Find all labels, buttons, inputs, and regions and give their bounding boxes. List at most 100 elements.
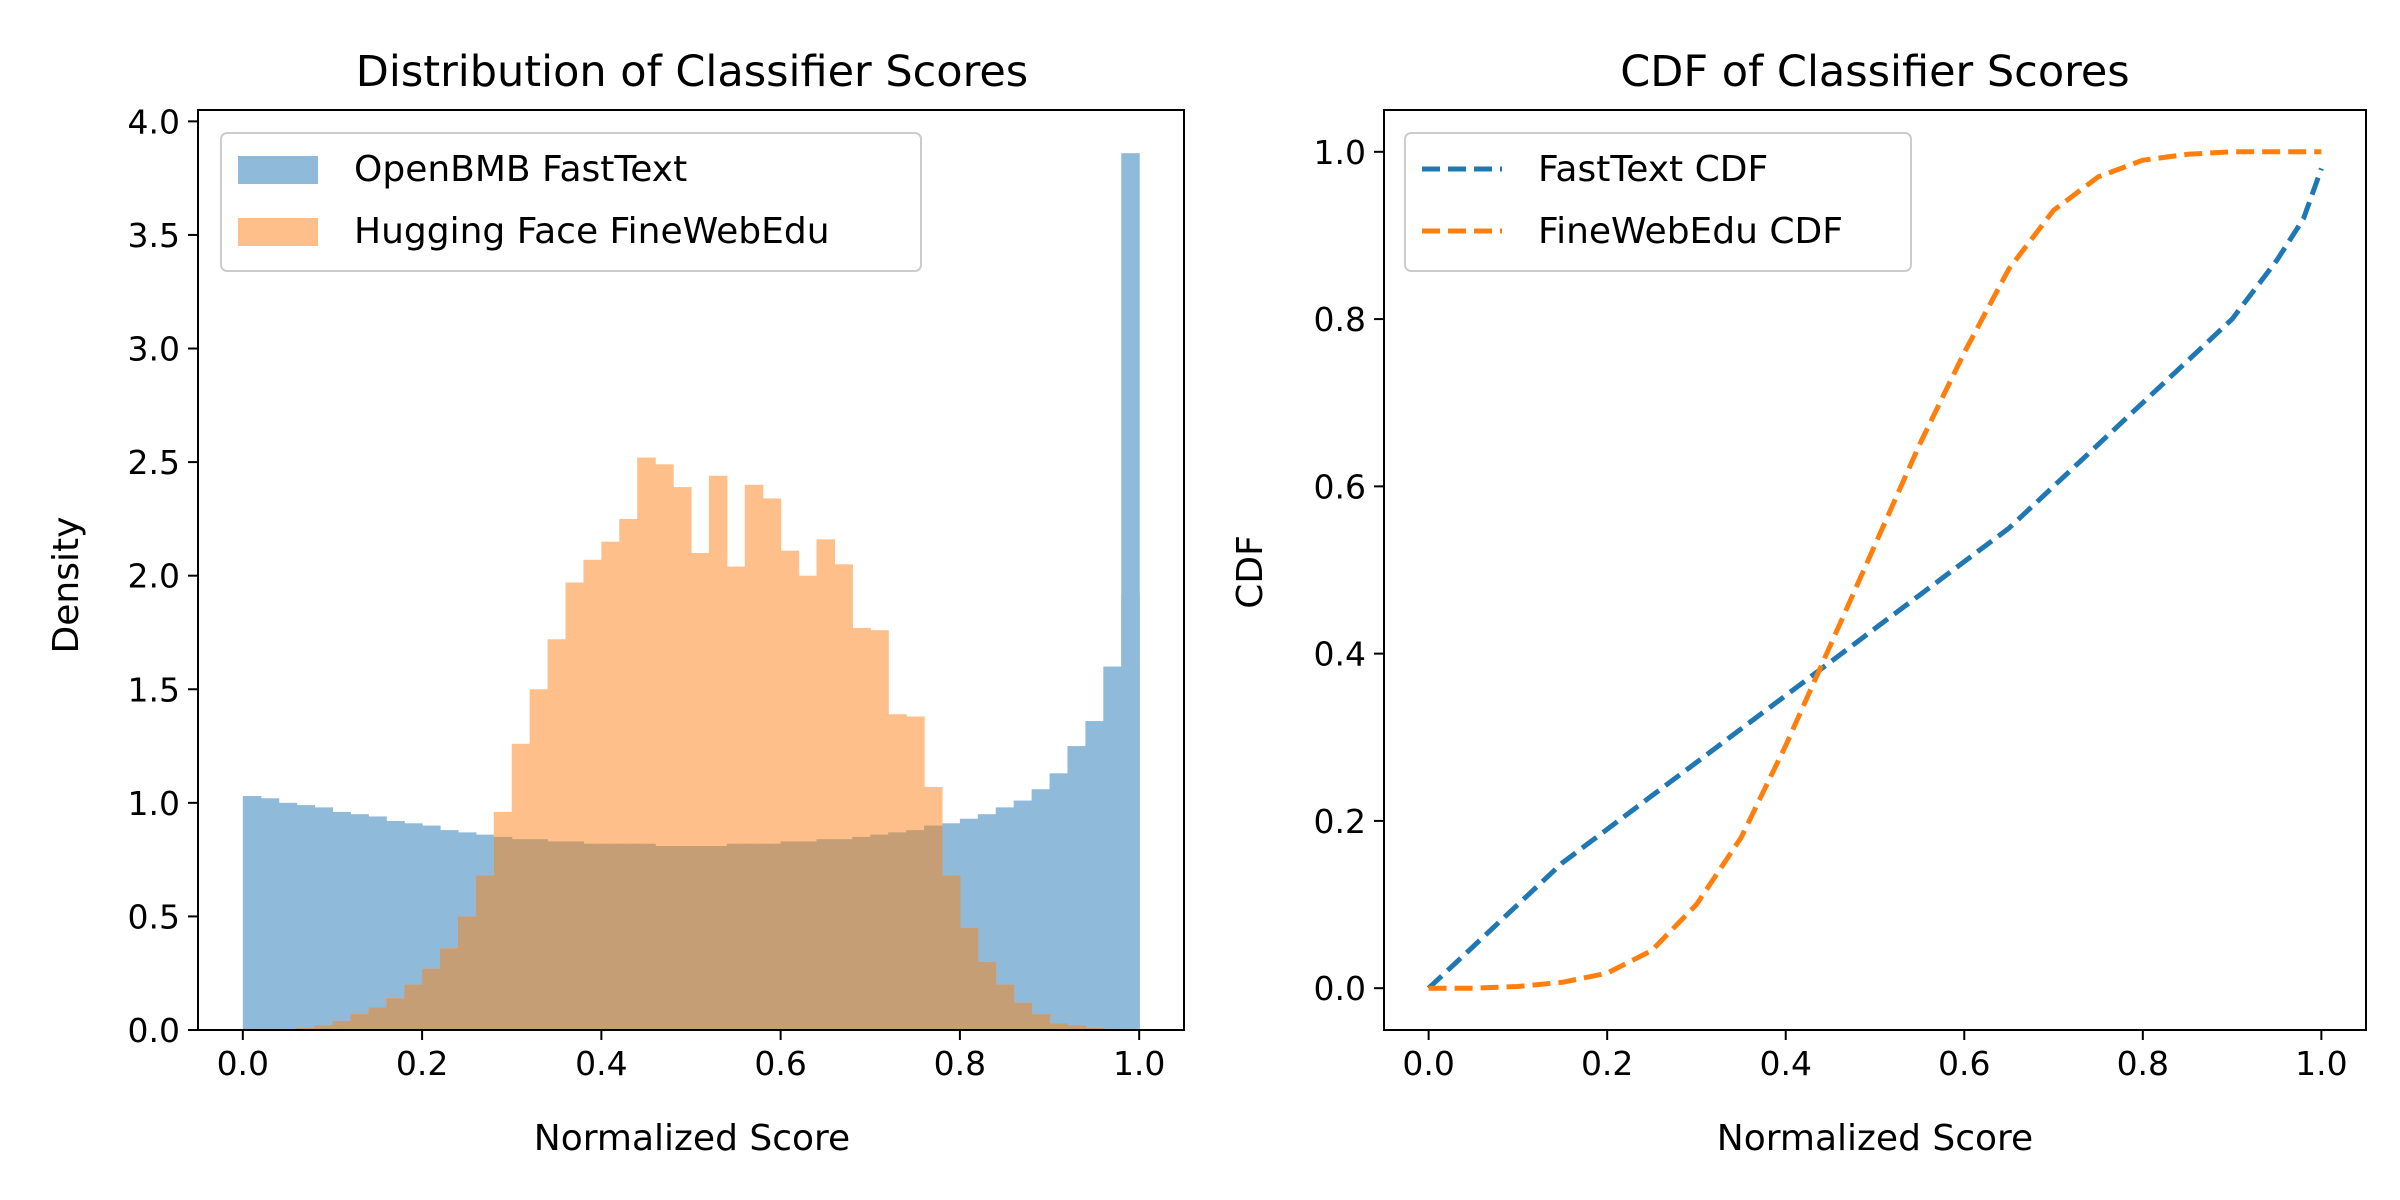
histogram-bar-openbmb-fasttext: [260, 798, 280, 1030]
histogram-y-tick-label: 1.0: [128, 784, 180, 823]
cdf-x-tick-label: 0.2: [1581, 1044, 1633, 1083]
histogram-y-tick-label: 2.5: [128, 443, 180, 482]
histogram-x-tick-label: 0.6: [754, 1044, 806, 1083]
histogram-bar-overlap: [941, 875, 961, 1030]
histogram-legend: OpenBMB FastText Hugging Face FineWebEdu: [220, 132, 922, 272]
histogram-bar-overlap: [601, 843, 620, 1030]
histogram-bar-overlap: [314, 1025, 334, 1030]
histogram-bar-overlap: [368, 1007, 387, 1030]
cdf-plot-frame: [1383, 109, 2367, 1031]
histogram-bar-openbmb-fasttext: [1013, 800, 1033, 1030]
histogram-y-tick-label: 3.0: [128, 330, 180, 369]
histogram-y-tick-label: 3.5: [128, 216, 180, 255]
cdf-y-tick-label: 0.6: [1314, 467, 1366, 506]
cdf-lines: [1426, 149, 2324, 991]
histogram-bar-overlap: [762, 843, 782, 1030]
histogram-x-axis-label: Normalized Score: [534, 1118, 850, 1159]
histogram-bar-openbmb-fasttext: [404, 823, 423, 1030]
cdf-x-tick-label: 0.0: [1402, 1044, 1454, 1083]
histogram-bar-overlap: [1031, 1014, 1051, 1030]
histogram-bar-overlap: [422, 968, 441, 1030]
cdf-x-tick-label: 1.0: [2295, 1044, 2347, 1083]
histogram-bar-overlap: [1013, 1002, 1033, 1030]
histogram-bar-overlap: [637, 843, 656, 1030]
histogram-y-tick-label: 1.5: [128, 670, 180, 709]
histogram-y-tick-label: 0.5: [128, 897, 180, 936]
histogram-bar-openbmb-fasttext: [1031, 789, 1051, 1030]
histogram-bar-overlap: [888, 832, 907, 1030]
histogram-x-tick-label: 0.8: [934, 1044, 986, 1083]
cdf-x-tick-label: 0.6: [1938, 1044, 1990, 1083]
histogram-bar-overlap: [744, 843, 764, 1030]
histogram-bar-overlap: [691, 846, 710, 1030]
histogram-bar-overlap: [655, 846, 674, 1030]
histogram-bar-overlap: [708, 846, 728, 1030]
histogram-bar-openbmb-fasttext: [995, 807, 1015, 1030]
cdf-title: CDF of Classifier Scores: [1620, 47, 2129, 97]
histogram-bar-overlap: [816, 839, 836, 1030]
histogram-y-axis-label: Density: [46, 517, 87, 654]
histogram-x-tick-label: 1.0: [1113, 1044, 1165, 1083]
histogram-bar-overlap: [547, 841, 567, 1030]
histogram-bar-openbmb-fasttext: [386, 821, 405, 1030]
cdf-y-tick-label: 0.0: [1314, 969, 1366, 1008]
legend-label-fasttext-cdf: FastText CDF: [1538, 149, 1768, 190]
histogram-bar-overlap: [404, 984, 423, 1030]
histogram-y-tick-label: 4.0: [128, 102, 180, 141]
histogram-bar-overlap: [475, 875, 495, 1030]
histogram-title: Distribution of Classifier Scores: [356, 47, 1028, 97]
histogram-bar-openbmb-fasttext: [278, 802, 298, 1030]
histogram-bar-overlap: [529, 839, 549, 1030]
cdf-ticks: 0.0 0.2 0.4 0.6 0.8 1.0 0.0 0.2 0.4 0.6 0.8 1.0: [1314, 133, 2348, 1083]
histogram-legend-frame: [220, 132, 922, 272]
cdf-y-tick-label: 1.0: [1314, 133, 1366, 172]
histogram-bar-openbmb-fasttext: [314, 807, 334, 1030]
cdf-legend-frame: [1404, 132, 1912, 272]
cdf-legend: FastText CDF FineWebEdu CDF: [1404, 132, 1912, 272]
histogram-bar-overlap: [332, 1020, 351, 1030]
histogram-bar-openbmb-fasttext: [332, 811, 351, 1030]
histogram-bar-overlap: [619, 843, 638, 1030]
histogram-ticks: 0.0 0.2 0.4 0.6 0.8 1.0 0.0 0.5 1.0 1.5 2.0 2.5 3.0 3…: [128, 102, 1166, 1083]
histogram-bar-openbmb-fasttext: [1067, 746, 1086, 1030]
cdf-y-tick-label: 0.4: [1314, 635, 1366, 674]
histogram-bar-overlap: [1049, 1023, 1069, 1030]
histogram-bar-openbmb-fasttext: [1103, 666, 1122, 1030]
histogram-bar-overlap: [1085, 1027, 1104, 1030]
histogram-bar-overlap: [852, 836, 871, 1030]
histogram-y-tick-label: 2.0: [128, 557, 180, 596]
legend-swatch-hugging-face-finewebedu: [238, 218, 318, 246]
histogram-bar-overlap: [906, 830, 925, 1030]
histogram-bar-overlap: [673, 846, 692, 1030]
histogram-bar-overlap: [834, 839, 853, 1030]
histogram-bar-openbmb-fasttext: [296, 805, 316, 1030]
histogram-bar-overlap: [457, 916, 477, 1030]
histogram-bar-openbmb-fasttext: [350, 814, 369, 1030]
histogram-bar-overlap: [924, 825, 943, 1030]
histogram-plot-frame: [197, 109, 1185, 1031]
legend-label-finewebedu-cdf: FineWebEdu CDF: [1538, 211, 1843, 252]
histogram-panel: Distribution of Classifier Scores Normal…: [46, 47, 1185, 1159]
histogram-bar-overlap: [780, 841, 800, 1030]
histogram-bars: [242, 153, 1140, 1030]
histogram-bar-overlap: [798, 841, 818, 1030]
histogram-bar-overlap: [995, 984, 1015, 1030]
histogram-bar-openbmb-fasttext: [368, 816, 387, 1030]
histogram-bar-openbmb-fasttext: [242, 796, 262, 1030]
cdf-panel: CDF of Classifier Scores Normalized Scor…: [1230, 47, 2367, 1159]
histogram-bar-overlap: [1067, 1025, 1086, 1030]
histogram-y-tick-label: 0.0: [128, 1011, 180, 1050]
cdf-x-tick-label: 0.4: [1759, 1044, 1811, 1083]
histogram-bar-overlap: [386, 998, 405, 1030]
histogram-x-tick-label: 0.2: [396, 1044, 448, 1083]
histogram-bar-openbmb-fasttext: [1049, 773, 1069, 1030]
legend-label-openbmb-fasttext: OpenBMB FastText: [354, 149, 687, 190]
cdf-y-tick-label: 0.2: [1314, 802, 1366, 841]
cdf-line-finewebedu-cdf: [1428, 149, 2322, 991]
cdf-line-fasttext-cdf: [1426, 167, 2324, 991]
histogram-bar-openbmb-fasttext: [1085, 721, 1104, 1030]
histogram-bar-openbmb-fasttext: [1121, 153, 1140, 1030]
histogram-x-tick-label: 0.4: [575, 1044, 627, 1083]
histogram-bar-overlap: [959, 927, 979, 1030]
